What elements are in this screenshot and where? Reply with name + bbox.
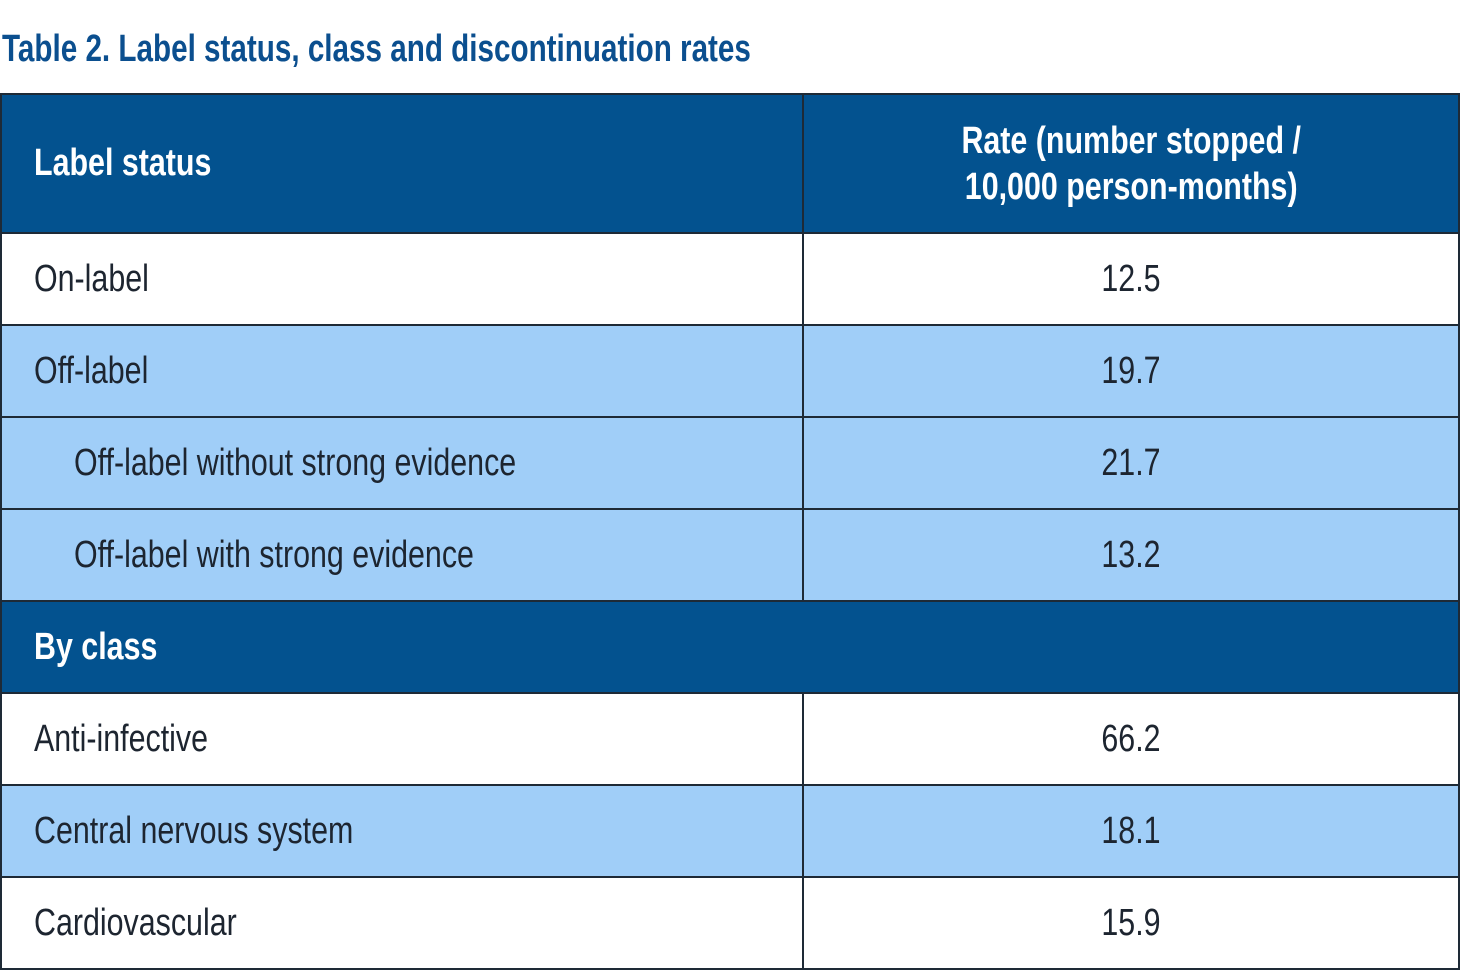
row-label: Cardiovascular <box>0 876 804 970</box>
row-rate: 13.2 <box>802 508 1460 602</box>
row-label: Anti-infective <box>0 692 804 786</box>
section-by-class: By class <box>0 600 1460 694</box>
row-label: Central nervous system <box>0 784 804 878</box>
table-row: Off-label without strong evidence 21.7 <box>0 416 1460 510</box>
table-row: Off-label 19.7 <box>0 324 1460 418</box>
header-line-1: Rate (number stopped / <box>961 119 1301 162</box>
table-row: Off-label with strong evidence 13.2 <box>0 508 1460 602</box>
row-rate: 15.9 <box>802 876 1460 970</box>
rate-text: 19.7 <box>1101 349 1161 392</box>
row-label: On-label <box>0 232 804 326</box>
label-text: On-label <box>34 257 149 300</box>
rate-text: 12.5 <box>1101 257 1161 300</box>
row-rate: 66.2 <box>802 692 1460 786</box>
rate-text: 66.2 <box>1101 717 1161 760</box>
header-label-status: Label status <box>0 93 804 234</box>
row-label: Off-label with strong evidence <box>0 508 804 602</box>
table-title: Table 2. Label status, class and discont… <box>2 28 751 70</box>
row-rate: 21.7 <box>802 416 1460 510</box>
label-text: Cardiovascular <box>34 901 237 944</box>
label-text: Anti-infective <box>34 717 209 760</box>
label-text: Off-label without strong evidence <box>74 441 517 484</box>
table-row: Anti-infective 66.2 <box>0 692 1460 786</box>
header-text: Label status <box>34 142 212 184</box>
rate-text: 21.7 <box>1101 441 1161 484</box>
rate-text: 13.2 <box>1101 533 1161 576</box>
label-text: Off-label <box>34 349 149 392</box>
header-rate: Rate (number stopped /10,000 person-mont… <box>802 93 1460 234</box>
label-text: Central nervous system <box>34 809 354 852</box>
table-row: Central nervous system 18.1 <box>0 784 1460 878</box>
label-text: Off-label with strong evidence <box>74 533 474 576</box>
rate-text: 15.9 <box>1101 901 1161 944</box>
header-text: Rate (number stopped /10,000 person-mont… <box>961 118 1301 210</box>
discontinuation-table: Label status Rate (number stopped /10,00… <box>0 93 1460 970</box>
row-rate: 12.5 <box>802 232 1460 326</box>
row-rate: 18.1 <box>802 784 1460 878</box>
table-header-row: Label status Rate (number stopped /10,00… <box>0 93 1460 234</box>
header-line-2: 10,000 person-months) <box>964 165 1298 208</box>
table-row: On-label 12.5 <box>0 232 1460 326</box>
section-header-row: By class <box>0 600 1460 694</box>
row-label: Off-label without strong evidence <box>0 416 804 510</box>
table-row: Cardiovascular 15.9 <box>0 876 1460 970</box>
row-rate: 19.7 <box>802 324 1460 418</box>
rate-text: 18.1 <box>1101 809 1161 852</box>
section-text: By class <box>34 625 158 668</box>
row-label: Off-label <box>0 324 804 418</box>
